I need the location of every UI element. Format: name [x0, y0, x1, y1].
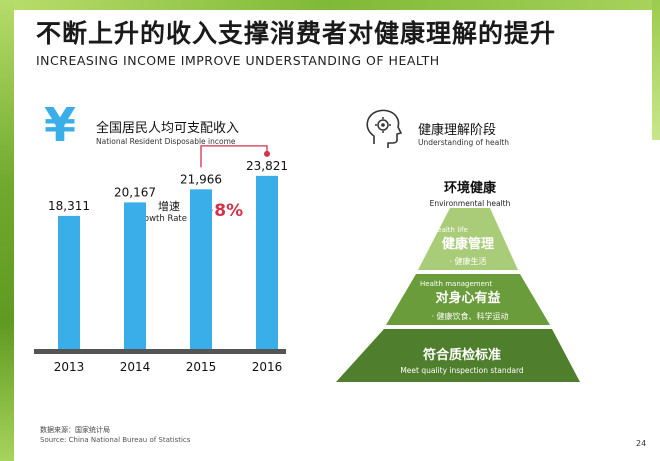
- bar-2015: [190, 189, 212, 349]
- pyramid-tier-quality-standard: [336, 329, 580, 382]
- x-axis-line: [34, 349, 286, 354]
- understanding-label-en: Understanding of health: [418, 138, 509, 147]
- value-label-2014: 20,167: [114, 185, 156, 199]
- pyramid-level-2-sub: · 健康生活: [449, 256, 486, 266]
- page-subtitle: INCREASING INCOME IMPROVE UNDERSTANDING …: [36, 53, 440, 68]
- pyramid-tier-health-management: [386, 274, 550, 325]
- value-label-2016: 23,821: [246, 159, 288, 173]
- decorative-right-band: [652, 0, 660, 140]
- pyramid-level-2-en: Health life: [432, 226, 468, 234]
- category-label-2014: 2014: [120, 360, 151, 374]
- bar-2013: [58, 215, 80, 349]
- income-label-en: National Resident Disposable income: [96, 137, 236, 146]
- income-label-zh: 全国居民人均可支配收入: [96, 121, 240, 136]
- source-label-zh: 数据来源：国家统计局: [40, 426, 110, 434]
- pyramid-tier-environmental: [450, 162, 492, 205]
- page-title: 不断上升的收入支撑消费者对健康理解的提升: [36, 19, 557, 48]
- growth-bracket-dot: [264, 150, 270, 157]
- category-label-2016: 2016: [252, 360, 283, 374]
- category-label-2015: 2015: [186, 360, 217, 374]
- growth-label-zh: 增速: [158, 200, 180, 213]
- pyramid-level-3-sub: · 健康饮食、科学运动: [431, 311, 508, 321]
- category-label-2013: 2013: [54, 360, 85, 374]
- pyramid-level-4-en: Meet quality inspection standard: [400, 366, 524, 375]
- value-label-2013: 18,311: [48, 199, 90, 213]
- source-label-en: Source: China National Bureau of Statist…: [40, 436, 191, 444]
- growth-bracket-line: [200, 145, 268, 168]
- decorative-top-band: [0, 0, 660, 10]
- bar-2014: [124, 202, 146, 349]
- page-number: 24: [636, 439, 647, 448]
- growth-label-en: Growth Rate: [134, 214, 187, 224]
- value-label-2015: 21,966: [180, 172, 222, 186]
- pyramid-level-3-en: Health management: [420, 280, 492, 288]
- understanding-label-zh: 健康理解阶段: [418, 123, 497, 138]
- decorative-left-band: [0, 0, 14, 461]
- pyramid-level-3-zh: 对身心有益: [435, 290, 500, 306]
- bar-2016: [256, 175, 278, 349]
- pyramid-tier-health-life: [418, 208, 518, 270]
- yen-icon: ¥: [44, 98, 77, 152]
- pyramid-level-4-zh: 符合质检标准: [423, 347, 501, 363]
- pyramid-level-1-en: Environmental health: [430, 199, 511, 208]
- head-gear-icon: [366, 109, 402, 148]
- pyramid-level-1-zh: 环境健康: [444, 180, 497, 196]
- pyramid-level-2-zh: 健康管理: [442, 236, 494, 252]
